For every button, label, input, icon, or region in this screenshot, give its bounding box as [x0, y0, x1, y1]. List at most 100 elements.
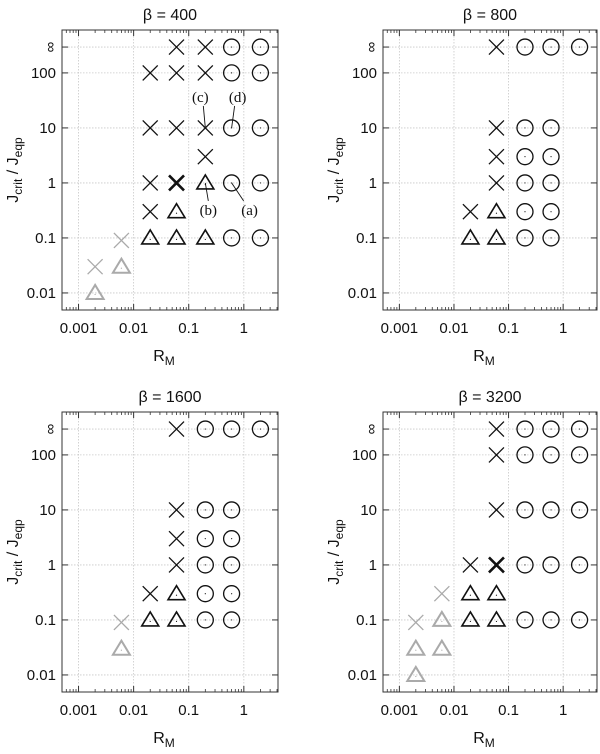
y-axis-label: Jcrit / Jeqp: [326, 137, 346, 203]
marker-center-dot: [204, 509, 206, 511]
triangle-marker: [111, 256, 132, 274]
cross-stroke: [197, 39, 214, 56]
circle-shape: [516, 501, 534, 519]
circle-shape: [570, 501, 589, 519]
circle-marker: [570, 556, 589, 574]
cross-marker: [87, 258, 104, 275]
circle-shape: [251, 420, 270, 438]
marker-center-dot: [524, 156, 526, 158]
triangle-marker: [460, 584, 481, 601]
plot-frame: [61, 411, 279, 693]
marker-center-dot: [495, 594, 498, 596]
circle-shape: [251, 64, 270, 82]
circle-shape: [222, 556, 241, 574]
circle-shape: [251, 119, 270, 137]
circle-marker: [542, 229, 560, 247]
circle-marker: [542, 420, 560, 438]
cross-stroke: [168, 39, 185, 56]
triangle-shape: [460, 584, 481, 601]
x-tick-label: 0.01: [119, 702, 148, 719]
triangle-marker: [195, 173, 216, 190]
circle-shape: [196, 611, 214, 629]
triangle-marker: [166, 584, 187, 601]
marker-center-dot: [120, 649, 123, 651]
circle-marker: [516, 203, 534, 221]
y-axis-label-main: J: [326, 195, 343, 203]
circle-marker: [251, 174, 270, 192]
circle-marker: [222, 530, 241, 548]
circle-shape: [196, 556, 214, 574]
y-axis-label: Jcrit / Jeqp: [326, 519, 346, 585]
x-tick-label: 0.001: [381, 320, 419, 337]
cross-stroke: [168, 421, 185, 438]
cross-stroke: [113, 614, 130, 631]
triangle-shape: [405, 665, 427, 682]
x-axis-label-main: R: [473, 730, 485, 747]
triangle-shape: [111, 256, 132, 274]
circle-marker: [251, 420, 270, 438]
x-tick-label: 0.1: [498, 320, 519, 337]
cross-stroke: [168, 556, 185, 573]
panel-title: β = 1600: [138, 389, 201, 406]
marker-center-dot: [578, 454, 581, 456]
circle-marker: [542, 446, 560, 464]
triangle-shape: [486, 228, 507, 245]
marker-center-dot: [149, 238, 151, 241]
x-axis-label-main: R: [473, 348, 485, 365]
circle-marker: [516, 119, 534, 137]
marker-center-dot: [469, 594, 472, 596]
cross-stroke: [197, 64, 214, 81]
triangle-marker: [166, 202, 187, 219]
circle-shape: [516, 229, 534, 247]
circle-shape: [516, 446, 534, 464]
marker-center-dot: [441, 649, 443, 651]
cross-stroke: [113, 232, 130, 249]
cross-stroke: [142, 64, 159, 81]
cross-stroke: [168, 174, 185, 192]
circle-marker: [570, 611, 589, 629]
triangle-marker: [195, 228, 216, 245]
circle-marker: [251, 38, 270, 56]
marker-center-dot: [175, 620, 178, 623]
circle-marker: [516, 611, 534, 629]
y-axis-label-main: J: [5, 195, 22, 203]
y-tick-label: 0.01: [27, 285, 56, 302]
triangle-marker: [460, 610, 481, 627]
panel-3: 0.001 0.01 0.1 1 0.01 0.1 1 10 100 ∞ β = 1600 RM Jcr…: [5, 389, 279, 750]
cross-marker: [168, 119, 185, 136]
marker-center-dot: [550, 509, 552, 511]
triangle-shape: [140, 228, 161, 245]
circle-shape: [542, 148, 560, 166]
plot-frame: [382, 29, 598, 311]
marker-center-dot: [524, 237, 526, 239]
cross-stroke: [462, 556, 479, 573]
x-axis-label-sub: M: [485, 354, 495, 368]
circle-shape: [222, 611, 241, 629]
triangle-shape: [84, 283, 106, 300]
y-tick-label: 0.01: [348, 285, 377, 302]
marker-center-dot: [578, 46, 581, 48]
circle-marker: [222, 611, 241, 629]
circle-shape: [542, 611, 560, 629]
y-tick-label: 100: [352, 447, 377, 464]
x-tick-label: 0.1: [178, 702, 199, 719]
circle-marker: [516, 38, 534, 56]
circle-shape: [542, 501, 560, 519]
cross-marker: [113, 614, 130, 631]
circle-shape: [516, 556, 534, 574]
cross-stroke: [142, 203, 159, 220]
cross-marker: [168, 530, 185, 547]
annotation-label: (a): [241, 203, 258, 219]
cross-marker: [407, 614, 424, 631]
circle-shape: [516, 38, 534, 56]
circle-shape: [251, 229, 270, 247]
marker-center-dot: [415, 675, 417, 678]
circle-marker: [196, 501, 214, 519]
marker-center-dot: [469, 620, 472, 623]
triangle-shape: [166, 584, 187, 601]
x-axis-label-sub: M: [165, 736, 175, 750]
marker-center-dot: [550, 564, 552, 566]
cross-marker: [142, 64, 159, 81]
triangle-shape: [195, 228, 216, 245]
marker-center-dot: [231, 509, 233, 511]
